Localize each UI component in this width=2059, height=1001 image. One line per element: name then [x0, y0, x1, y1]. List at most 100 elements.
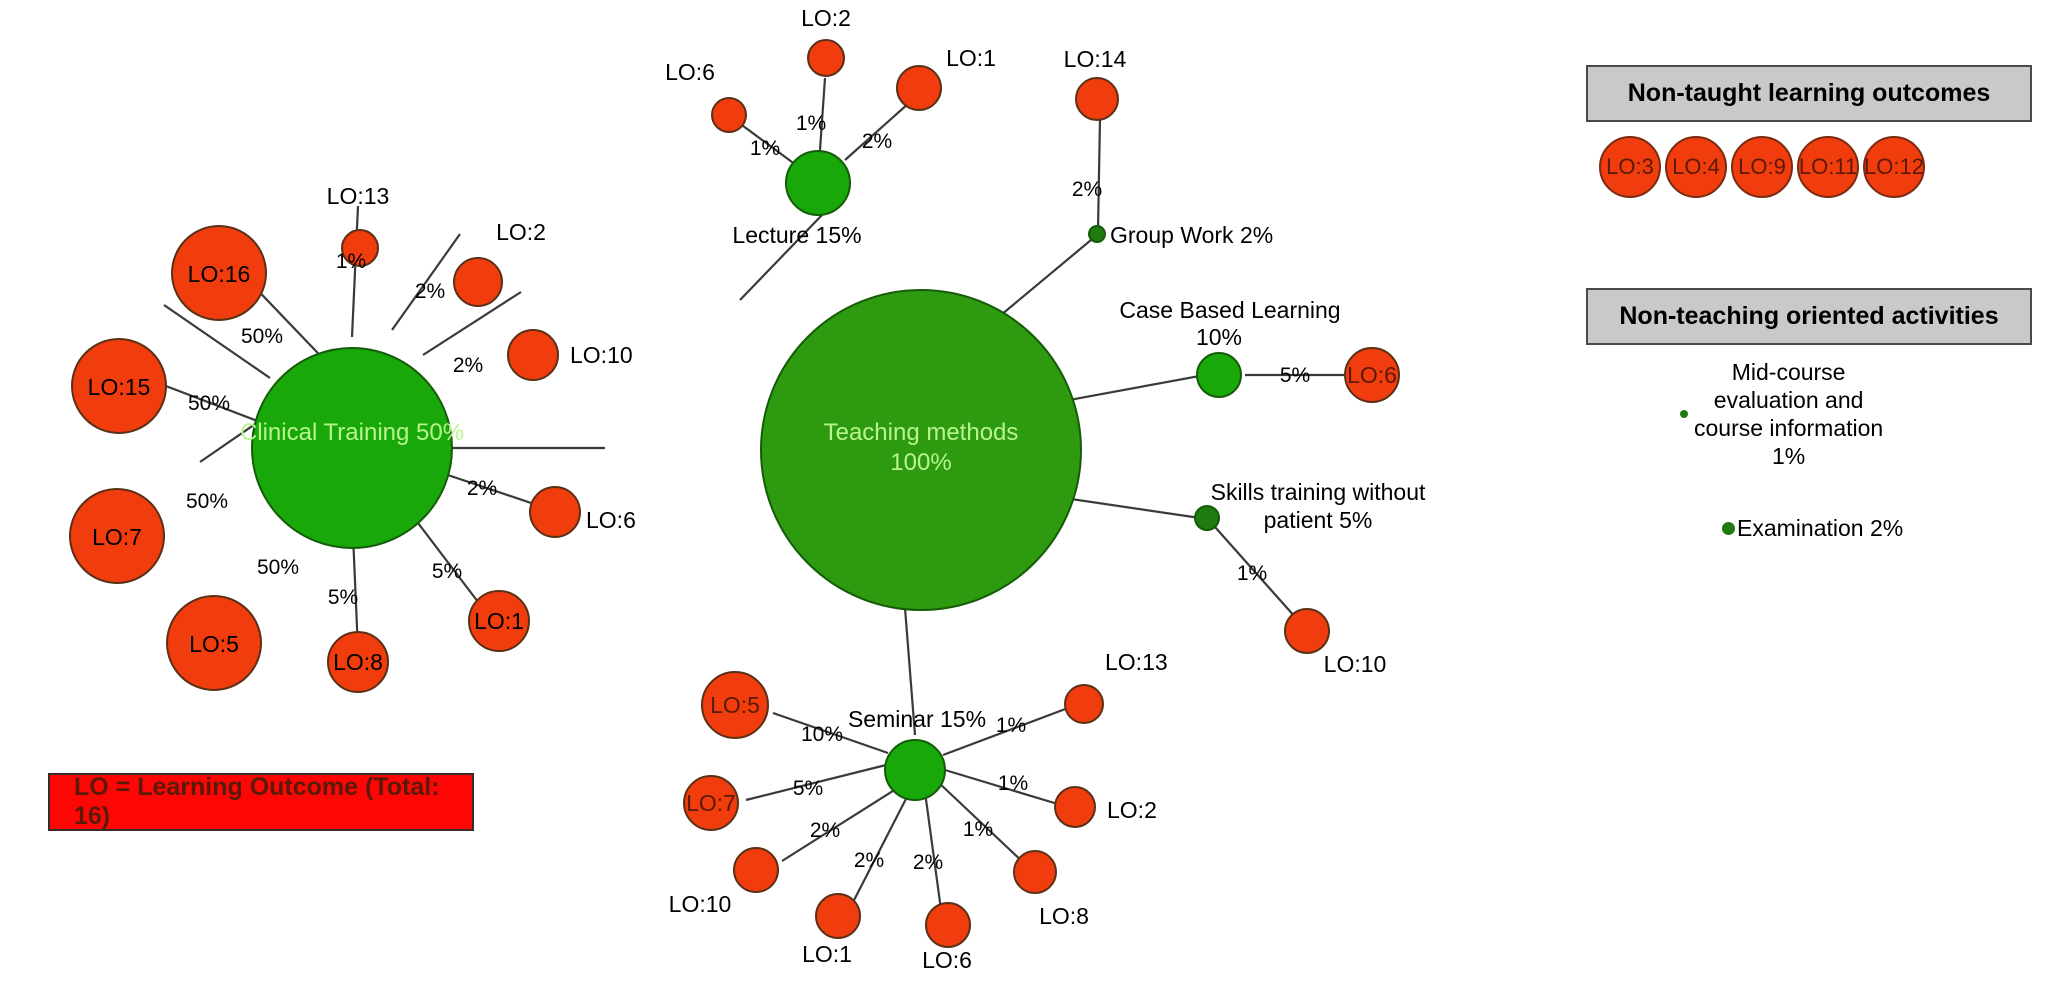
- activity-dot-icon: [1680, 410, 1688, 419]
- lo-label-groupwork-14: LO:14: [1064, 46, 1127, 72]
- edge-teaching-groupwork: [994, 234, 1098, 321]
- lo-node-5[interactable]: [166, 595, 262, 691]
- examination-dot-icon: [1722, 522, 1735, 535]
- lo-node-7[interactable]: [69, 488, 165, 584]
- edge-label-lecture-lo1: 2%: [862, 130, 892, 153]
- teaching-methods-node[interactable]: [760, 289, 1082, 611]
- edge-lecture-lo2: [818, 77, 827, 151]
- activity-line-1: Mid-course: [1731, 359, 1846, 385]
- group-work-node[interactable]: [1088, 225, 1106, 243]
- edge-lecture-lo6: [734, 119, 797, 166]
- lo-node-seminar-2[interactable]: [1054, 786, 1096, 828]
- edge-seminar-lo5: [772, 711, 889, 755]
- edge-label-cbl-lo6: 5%: [1280, 364, 1310, 387]
- edge-label-seminar-lo6: 2%: [913, 851, 943, 874]
- edge-seminar-lo8: [937, 781, 1027, 866]
- lo-node-lecture-2[interactable]: [807, 39, 845, 77]
- non-taught-learning-outcomes-header: Non-taught learning outcomes: [1586, 65, 2032, 122]
- lo-label-13: LO:13: [327, 183, 390, 209]
- group-work-cluster: LO:14 Group Work 2% 2%: [1064, 46, 1274, 248]
- lo-node-2[interactable]: [453, 257, 503, 307]
- lecture-node[interactable]: [785, 150, 851, 216]
- lo-node-lecture-6[interactable]: [711, 97, 747, 133]
- lo-node-13[interactable]: [341, 229, 379, 267]
- lo-node-seminar-6[interactable]: [925, 902, 971, 948]
- lo-node-lecture-1[interactable]: [896, 65, 942, 111]
- edge-seminar-lo7: [745, 763, 887, 802]
- edge-label-seminar-lo1: 2%: [854, 849, 884, 872]
- seminar-node[interactable]: [884, 739, 946, 801]
- seminar-label: Seminar 15%: [848, 706, 986, 732]
- edge-teaching-seminar: [903, 607, 917, 736]
- edge-label-clinical-lo6: 2%: [467, 477, 497, 500]
- edge-skills-lo10: [1214, 526, 1297, 619]
- lo-node-16[interactable]: [171, 225, 267, 321]
- edge-label-seminar-lo8: 1%: [963, 818, 993, 841]
- edge-clinical-lo2: [391, 233, 461, 331]
- edge-label-clinical-lo5: 50%: [257, 556, 299, 579]
- lo-node-skills-10[interactable]: [1284, 608, 1330, 654]
- case-based-learning-cluster: Case Based Learning 10% LO:6 5%: [1119, 297, 1400, 403]
- edge-seminar-lo2: [944, 768, 1062, 807]
- clinical-training-label: Clinical Training 50%: [240, 419, 464, 446]
- lo-node-seminar-7[interactable]: [683, 775, 739, 831]
- edge-clinical-lo10: [422, 291, 522, 356]
- lo-node-seminar-10[interactable]: [733, 847, 779, 893]
- lo-label-1: LO:1: [474, 608, 524, 634]
- lo-label-seminar-6: LO:6: [922, 947, 972, 973]
- non-taught-lo-chip-3[interactable]: LO:11: [1797, 136, 1859, 198]
- lo-node-15[interactable]: [71, 338, 167, 434]
- edge-label-seminar-lo2: 1%: [998, 772, 1028, 795]
- edge-seminar-lo10: [781, 788, 897, 862]
- edge-label-clinical-lo16: 50%: [241, 325, 283, 348]
- lo-label-2: LO:2: [496, 219, 546, 245]
- lo-node-6[interactable]: [529, 486, 581, 538]
- lo-node-seminar-8[interactable]: [1013, 850, 1057, 894]
- lecture-cluster: Lecture 15% LO:6 LO:2 LO:1 1% 1% 2%: [665, 5, 996, 248]
- lo-node-1[interactable]: [468, 590, 530, 652]
- non-taught-lo-chip-2[interactable]: LO:9: [1731, 136, 1793, 198]
- lo-node-seminar-1[interactable]: [815, 893, 861, 939]
- lo-label-10: LO:10: [570, 342, 633, 368]
- teaching-methods-label-line2: 100%: [890, 449, 951, 476]
- lo-node-cbl-6[interactable]: [1344, 347, 1400, 403]
- skills-training-node[interactable]: [1194, 505, 1220, 531]
- lo-label-8: LO:8: [333, 649, 383, 675]
- lo-label-7: LO:7: [92, 524, 142, 550]
- lo-label-seminar-13: LO:13: [1105, 649, 1168, 675]
- edge-label-clinical-lo8: 5%: [328, 586, 358, 609]
- edge-label-groupwork-lo14: 2%: [1072, 178, 1102, 201]
- lo-label-seminar-1: LO:1: [802, 941, 852, 967]
- edge-label-lecture-lo6: 1%: [750, 137, 780, 160]
- case-based-learning-node[interactable]: [1196, 352, 1242, 398]
- non-taught-lo-chip-0[interactable]: LO:3: [1599, 136, 1661, 198]
- lo-label-seminar-10: LO:10: [669, 891, 732, 917]
- edge-seminar-lo1: [849, 794, 909, 909]
- lo-node-groupwork-14[interactable]: [1075, 77, 1119, 121]
- lo-label-seminar-2: LO:2: [1107, 797, 1157, 823]
- edge-label-seminar-lo13: 1%: [996, 714, 1026, 737]
- edge-clinical-lo15: [163, 304, 271, 379]
- edge-label-clinical-lo2: 2%: [415, 280, 445, 303]
- edge-label-skills-lo10: 1%: [1237, 562, 1267, 585]
- case-based-learning-label-line1: Case Based Learning: [1119, 297, 1340, 323]
- lo-label-5: LO:5: [189, 631, 239, 657]
- edge-label-lecture-lo2: 1%: [796, 112, 826, 135]
- clinical-training-node[interactable]: [251, 347, 453, 549]
- lo-node-8[interactable]: [327, 631, 389, 693]
- lo-label-15: LO:15: [88, 374, 151, 400]
- lo-node-10[interactable]: [507, 329, 559, 381]
- lo-node-seminar-5[interactable]: [701, 671, 769, 739]
- non-taught-lo-chip-4[interactable]: LO:12: [1863, 136, 1925, 198]
- lo-label-skills-10: LO:10: [1324, 651, 1387, 677]
- lo-label-lecture-1: LO:1: [946, 45, 996, 71]
- activity-examination: Examination 2%: [1722, 515, 1903, 542]
- edge-seminar-lo13: [942, 706, 1069, 757]
- lo-total-note-box: LO = Learning Outcome (Total: 16): [48, 773, 474, 831]
- teaching-methods-label-line1: Teaching methods: [824, 419, 1019, 446]
- edge-label-clinical-lo1: 5%: [432, 560, 462, 583]
- skills-training-label-line1: Skills training without: [1211, 479, 1426, 505]
- non-taught-lo-chip-1[interactable]: LO:4: [1665, 136, 1727, 198]
- lo-node-seminar-13[interactable]: [1064, 684, 1104, 724]
- activity-examination-text: Examination 2%: [1737, 515, 1904, 541]
